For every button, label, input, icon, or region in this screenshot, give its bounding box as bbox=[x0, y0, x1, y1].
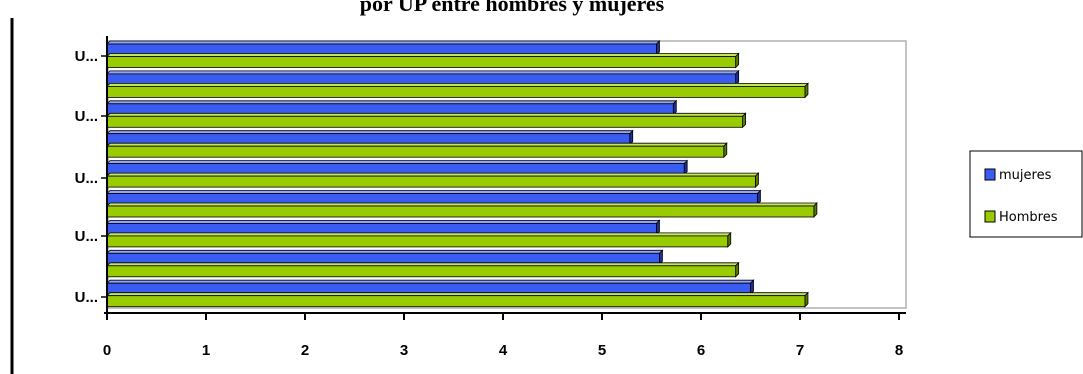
bar-side-face bbox=[804, 82, 809, 99]
bar-side-face bbox=[742, 112, 746, 129]
chart-title: por UP entre hombres y mujeres bbox=[360, 0, 665, 16]
bar-hombres-9 bbox=[106, 295, 806, 308]
bar-top-face bbox=[106, 262, 740, 267]
bar-side-face bbox=[656, 219, 660, 236]
bar-side-face bbox=[683, 159, 688, 176]
category-label: U... bbox=[75, 48, 98, 65]
bar-top-face bbox=[106, 219, 661, 224]
bar-top-face bbox=[106, 130, 634, 135]
x-tick-label: 3 bbox=[400, 342, 408, 359]
bar-top-face bbox=[106, 53, 740, 57]
x-tick-label: 6 bbox=[697, 342, 705, 359]
bar-hombres-3 bbox=[106, 115, 743, 128]
bar-hombres-6 bbox=[106, 205, 815, 218]
category-label: U... bbox=[75, 108, 98, 125]
bar-top-face bbox=[106, 172, 760, 177]
bar-top-face bbox=[106, 190, 762, 194]
category-label: U... bbox=[75, 228, 98, 245]
bar-top-face bbox=[106, 279, 755, 284]
bar-top-face bbox=[106, 160, 689, 165]
bar-side-face bbox=[727, 231, 732, 248]
x-ticks-group: 0 1 2 3 4 5 6 7 8 bbox=[103, 313, 903, 359]
bar-top-face bbox=[106, 83, 809, 87]
legend-label-hombres: Hombres bbox=[999, 210, 1058, 225]
legend-label-mujeres: mujeres bbox=[999, 168, 1052, 183]
bar-side-face bbox=[672, 99, 677, 116]
bar-top-face bbox=[106, 70, 740, 75]
bar-side-face bbox=[735, 261, 740, 278]
x-tick-label: 5 bbox=[598, 342, 606, 359]
bar-top-face bbox=[106, 292, 809, 297]
bar-top-face bbox=[106, 202, 818, 207]
bar-side-face bbox=[656, 40, 660, 56]
bar-side-face bbox=[804, 291, 809, 308]
x-tick-label: 8 bbox=[895, 342, 903, 359]
bar-side-face bbox=[755, 172, 759, 189]
bar-side-face bbox=[659, 249, 663, 266]
x-tick-label: 4 bbox=[499, 342, 508, 359]
legend-box bbox=[969, 150, 1083, 238]
bar-side-face bbox=[735, 69, 740, 86]
category-label: U... bbox=[75, 170, 98, 187]
bar-side-face bbox=[629, 129, 634, 146]
bar-side-face bbox=[750, 279, 754, 296]
bar-side-face bbox=[757, 189, 761, 206]
bar-hombres-8 bbox=[106, 265, 737, 278]
category-label: U... bbox=[75, 289, 98, 306]
bar-top-face bbox=[106, 142, 728, 147]
x-tick-label: 1 bbox=[202, 342, 210, 359]
bar-top-face bbox=[106, 112, 747, 117]
legend-swatch-hombres bbox=[984, 210, 996, 223]
bar-top-face bbox=[106, 100, 678, 105]
bar-side-face bbox=[813, 202, 818, 218]
legend-swatch-mujeres bbox=[984, 168, 996, 181]
bar-side-face bbox=[735, 52, 740, 69]
x-tick-label: 0 bbox=[103, 342, 111, 359]
category-labels-group: U... U... U... U... U... bbox=[75, 48, 107, 306]
bar-top-face bbox=[106, 40, 661, 45]
bar-hombres-7 bbox=[106, 235, 729, 248]
bar-top-face bbox=[106, 249, 664, 254]
bar-hombres-1 bbox=[106, 56, 737, 68]
bar-hombres-2 bbox=[106, 86, 806, 98]
bar-hombres-4 bbox=[106, 145, 725, 158]
x-tick-label: 2 bbox=[301, 342, 309, 359]
bar-side-face bbox=[723, 142, 728, 159]
bar-hombres-5 bbox=[106, 175, 756, 188]
bars-group bbox=[106, 40, 818, 308]
bar-top-face bbox=[106, 232, 732, 237]
legend: mujeres Hombres bbox=[969, 150, 1083, 238]
x-tick-label: 7 bbox=[796, 342, 804, 359]
